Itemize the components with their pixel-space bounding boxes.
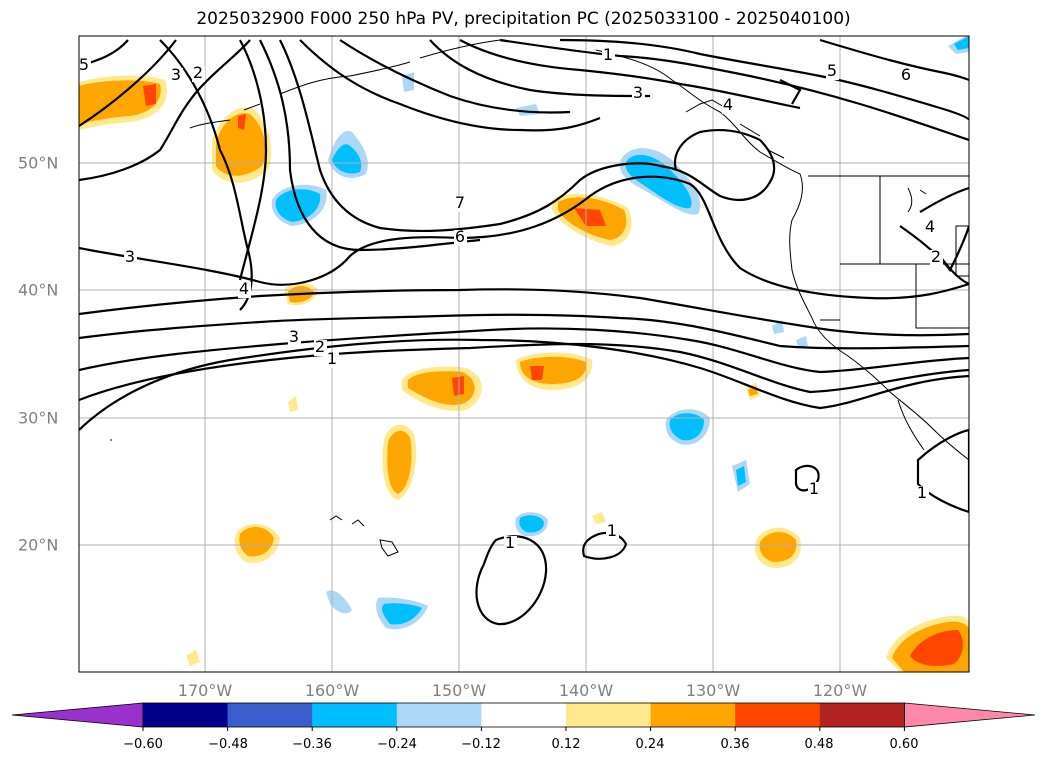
colorbar-label: −0.60 [123,737,163,752]
contour-label: 1 [603,45,613,64]
contour-label-bg [314,340,327,356]
colorbar-segment [481,703,567,727]
map-background [79,36,969,672]
contour-label-bg [900,68,913,84]
contour-label-bg [924,220,937,236]
colorbar-extend-left [11,702,144,728]
contour-label: 2 [931,247,941,266]
plot-title: 2025032900 F000 250 hPa PV, precipitatio… [196,9,851,29]
y-tick-30n: 30°N [18,408,59,428]
x-tick-120w: 120°W [812,681,868,700]
contour-label: 4 [239,279,249,298]
colorbar-segment [396,703,482,727]
contour-label: 1 [809,479,819,498]
contour-label: 5 [79,55,89,74]
colorbar-label: −0.12 [461,737,501,752]
contour-label: 3 [633,83,643,102]
contour-label-bg [170,68,183,84]
colorbar-label: 0.36 [720,737,750,752]
colorbar-label: 0.12 [551,737,581,752]
x-tick-140w: 140°W [558,681,614,700]
contour-label: 6 [455,227,465,246]
colorbar-segment [566,703,652,727]
contour-label-bg [454,230,467,246]
contour-label-bg [192,66,205,82]
contour-label-bg [930,250,943,266]
colorbar-segment [143,703,229,727]
y-tick-20n: 20°N [18,535,59,555]
colorbar-label: 0.60 [889,737,919,752]
contour-label-bg [326,352,339,368]
contour-label-bg [288,330,301,346]
contour-label-bg [722,98,735,114]
contour-label-bg [79,58,91,74]
x-tick-130w: 130°W [685,681,741,700]
colorbar-segment [819,703,905,727]
contour-label-bg [504,536,517,552]
contour-label: 1 [505,533,515,552]
contour-label: 3 [171,65,181,84]
contour-label-bg [916,486,929,502]
contour-label: 6 [901,65,911,84]
map-frame [78,35,970,673]
pv-contours [79,38,969,626]
coastlines [110,39,969,557]
colorbar-segment [735,703,821,727]
contour-label: 1 [917,483,927,502]
colorbar-label: 0.24 [635,737,665,752]
colorbar-label: −0.24 [377,737,417,752]
y-tick-40n: 40°N [18,280,59,300]
colorbar-segment [312,703,398,727]
colorbar-label: 0.48 [804,737,834,752]
contour-label: 3 [289,327,299,346]
colorbar-frame [142,702,905,728]
contour-label-bg [602,48,615,64]
colorbar-segment [227,703,313,727]
colorbar-label: −0.48 [208,737,248,752]
contour-label: 3 [125,247,135,266]
contour-label: 4 [925,217,935,236]
contour-label: 1 [327,349,337,368]
contour-label-bg [454,196,467,212]
contour-label: 4 [723,95,733,114]
colorbar-segment [650,703,736,727]
colorbar [11,702,1036,731]
contour-label-bg [606,524,619,540]
x-tick-170w: 170°W [177,681,233,700]
x-tick-150w: 150°W [431,681,487,700]
contour-label: 7 [455,193,465,212]
contour-label: 2 [315,337,325,356]
contour-label-bg [124,250,137,266]
colorbar-extend-right [904,702,1036,728]
contour-label-bg [808,482,821,498]
contour-label-bg [632,86,645,102]
contour-label: 5 [827,61,837,80]
colorbar-label: −0.36 [292,737,332,752]
contour-label-bg [826,64,839,80]
contour-label-bg [238,282,251,298]
precipitation-shading [79,36,969,672]
x-tick-160w: 160°W [304,681,360,700]
contour-label: 1 [607,521,617,540]
contour-label: 2 [193,63,203,82]
y-tick-50n: 50°N [18,153,59,173]
